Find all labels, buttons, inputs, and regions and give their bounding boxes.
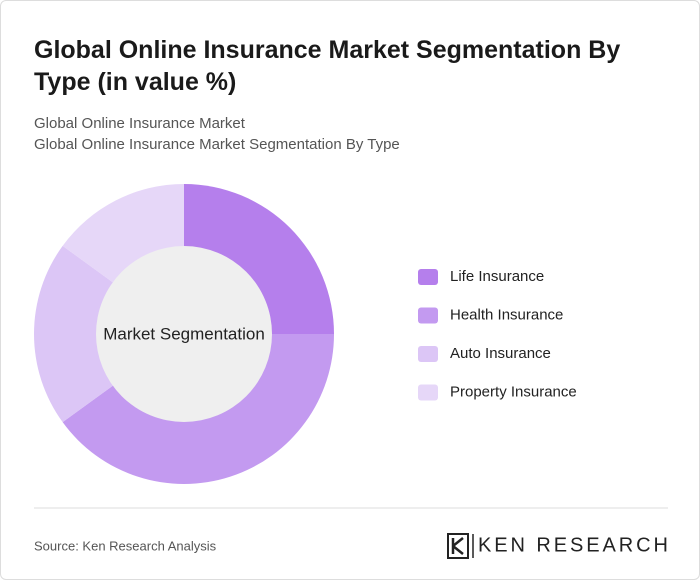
legend-swatch: [418, 307, 438, 324]
legend-label: Health Insurance: [450, 306, 563, 323]
legend-label: Auto Insurance: [450, 345, 551, 362]
logo-icon: [447, 533, 474, 559]
legend: Life Insurance Health Insurance Auto Insur…: [418, 268, 577, 401]
legend-swatch: [418, 269, 438, 285]
center-label: Market Segmentation: [103, 324, 265, 343]
donut-hole: [96, 246, 272, 422]
subtitle: Global Online Insurance Market: [34, 115, 245, 132]
legend-label: Life Insurance: [450, 268, 544, 285]
chart-title: Global Online Insurance Market Segmentat…: [34, 36, 621, 96]
source: Source: Ken Research Analysis: [34, 538, 217, 553]
legend-label: Property Insurance: [450, 383, 577, 400]
legend-swatch: [418, 384, 438, 401]
subtitle: Global Online Insurance Market Segmentat…: [34, 136, 400, 153]
legend-swatch: [418, 346, 438, 362]
logo-text: KEN RESEARCH: [478, 534, 668, 556]
